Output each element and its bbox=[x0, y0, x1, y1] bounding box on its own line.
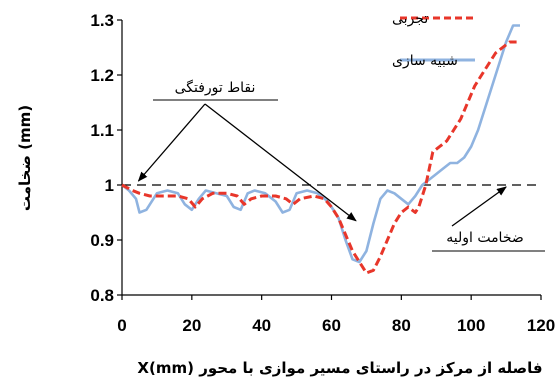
x-axis-title: X(mm) فاصله از مرکز در راستای مسیر موازی… bbox=[137, 359, 542, 377]
y-axis-title: ضخامت (mm) bbox=[16, 105, 34, 211]
x-tick-label: 20 bbox=[182, 316, 201, 335]
annotation-initial-thickness: ضخامت اولیه bbox=[446, 230, 524, 246]
annotation-indentation-points: نقاط تورفتگی bbox=[175, 79, 256, 96]
y-tick-label: 1.2 bbox=[90, 66, 114, 85]
x-tick-label: 40 bbox=[252, 316, 271, 335]
series-layer bbox=[121, 24, 520, 275]
annotation-arrow-left bbox=[137, 103, 206, 182]
x-tick-label: 60 bbox=[322, 316, 341, 335]
x-tick-label: 0 bbox=[117, 316, 126, 335]
x-tick-label: 80 bbox=[392, 316, 411, 335]
y-tick-label: 0.9 bbox=[90, 231, 114, 250]
legend: تجربی شبیه سازی bbox=[392, 11, 475, 69]
series-line-simulation bbox=[121, 24, 520, 264]
y-tick-label: 1.3 bbox=[90, 11, 114, 30]
legend-label-simulation: شبیه سازی bbox=[392, 53, 458, 69]
x-tick-label: 120 bbox=[527, 316, 555, 335]
legend-label-experimental: تجربی bbox=[392, 11, 428, 27]
y-tick-label: 0.8 bbox=[90, 286, 114, 305]
y-tick-label: 1.1 bbox=[90, 121, 114, 140]
annotation-arrow-right bbox=[204, 103, 357, 222]
series-line-experimental bbox=[121, 40, 517, 275]
y-ticks: 0.8 0.9 1 1.1 1.2 1.3 bbox=[90, 11, 122, 305]
x-ticks: 0 20 40 60 80 100 120 bbox=[117, 295, 555, 335]
x-tick-label: 100 bbox=[457, 316, 485, 335]
annotation-arrow-initial bbox=[451, 186, 507, 227]
y-tick-label: 1 bbox=[105, 176, 114, 195]
